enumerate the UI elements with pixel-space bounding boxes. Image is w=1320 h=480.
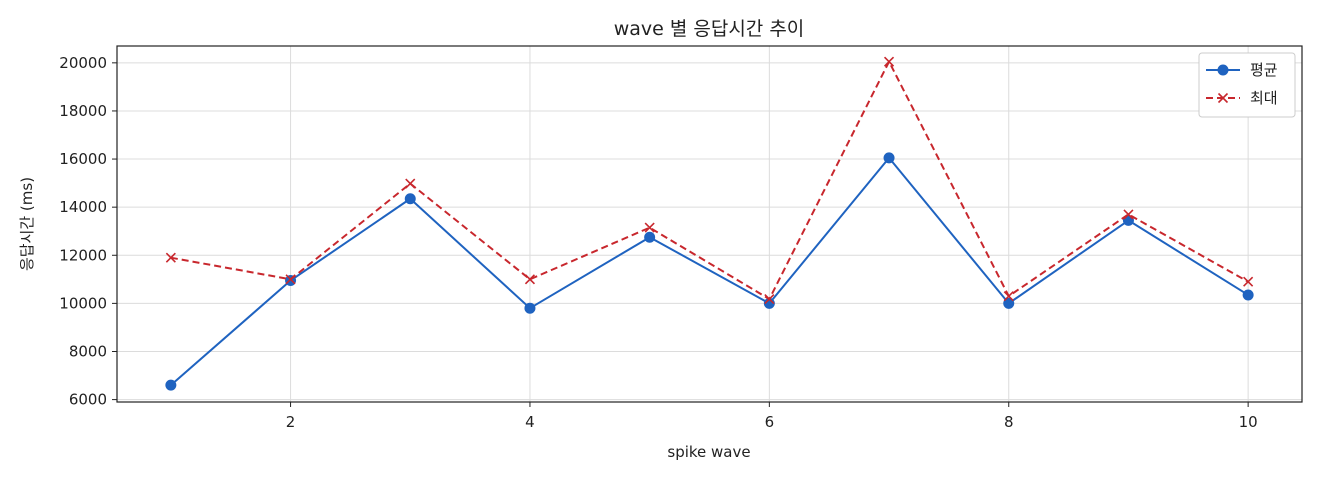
x-marker-stroke — [1243, 276, 1254, 287]
y-tick-label: 8000 — [69, 342, 107, 360]
data-point — [883, 56, 895, 67]
y-axis: 6000 8000 10000 12000 14000 16000 18000 20000 — [59, 54, 117, 409]
legend: 평균 최대 — [1198, 52, 1296, 118]
data-point — [883, 152, 895, 164]
grid-lines — [117, 46, 1302, 402]
data-point — [524, 274, 536, 285]
chart-title: wave 별 응답시간 추이 — [614, 18, 805, 40]
y-tick-label: 18000 — [59, 102, 107, 120]
x-tick-label: 6 — [765, 413, 775, 431]
data-point — [404, 193, 416, 205]
data-point — [764, 293, 775, 305]
data-point — [524, 302, 536, 314]
y-axis-label: 응답시간 (ms) — [18, 177, 36, 271]
legend-box — [1198, 52, 1296, 118]
legend-marker-shape — [1217, 92, 1229, 104]
x-axis: 2 4 6 8 10 — [286, 402, 1258, 431]
x-marker-stroke — [883, 56, 895, 67]
data-point — [644, 231, 656, 243]
data-point — [405, 178, 416, 189]
legend-marker-average — [1217, 64, 1229, 76]
series-group — [165, 56, 1254, 391]
data-point — [285, 274, 296, 285]
plot-frame — [116, 45, 1303, 403]
series-line-1 — [170, 60, 1249, 301]
legend-marker-max — [1217, 92, 1229, 104]
x-tick-label: 4 — [525, 413, 535, 431]
data-point — [1243, 276, 1254, 287]
data-point — [1003, 297, 1015, 309]
y-tick-label: 16000 — [59, 150, 107, 168]
y-tick-label: 20000 — [59, 54, 107, 72]
x-marker-stroke — [1003, 291, 1014, 302]
y-tick-label: 14000 — [59, 198, 107, 216]
data-point — [644, 222, 655, 233]
x-marker-stroke — [764, 293, 775, 305]
x-tick-label: 2 — [286, 413, 296, 431]
legend-label-max: 최대 — [1250, 89, 1278, 107]
y-tick-label: 12000 — [59, 246, 107, 264]
legend-marker-shape — [1217, 64, 1229, 76]
x-marker-stroke — [644, 222, 655, 233]
series-line-0 — [170, 156, 1249, 386]
x-marker-stroke — [165, 252, 176, 263]
x-marker-stroke — [524, 274, 536, 285]
data-point — [1123, 209, 1134, 220]
data-point — [165, 252, 176, 263]
x-tick-label: 8 — [1004, 413, 1014, 431]
x-marker-stroke — [285, 274, 296, 285]
data-point — [165, 379, 177, 391]
legend-label-average: 평균 — [1250, 61, 1278, 79]
x-axis-label: spike wave — [667, 443, 750, 461]
x-marker-stroke — [1123, 209, 1134, 220]
x-marker-stroke — [405, 178, 416, 189]
x-marker-stroke — [1217, 92, 1229, 104]
data-point — [1003, 291, 1014, 302]
y-tick-label: 6000 — [69, 391, 107, 409]
data-point — [1242, 289, 1254, 301]
y-tick-label: 10000 — [59, 294, 107, 312]
x-tick-label: 10 — [1239, 413, 1258, 431]
